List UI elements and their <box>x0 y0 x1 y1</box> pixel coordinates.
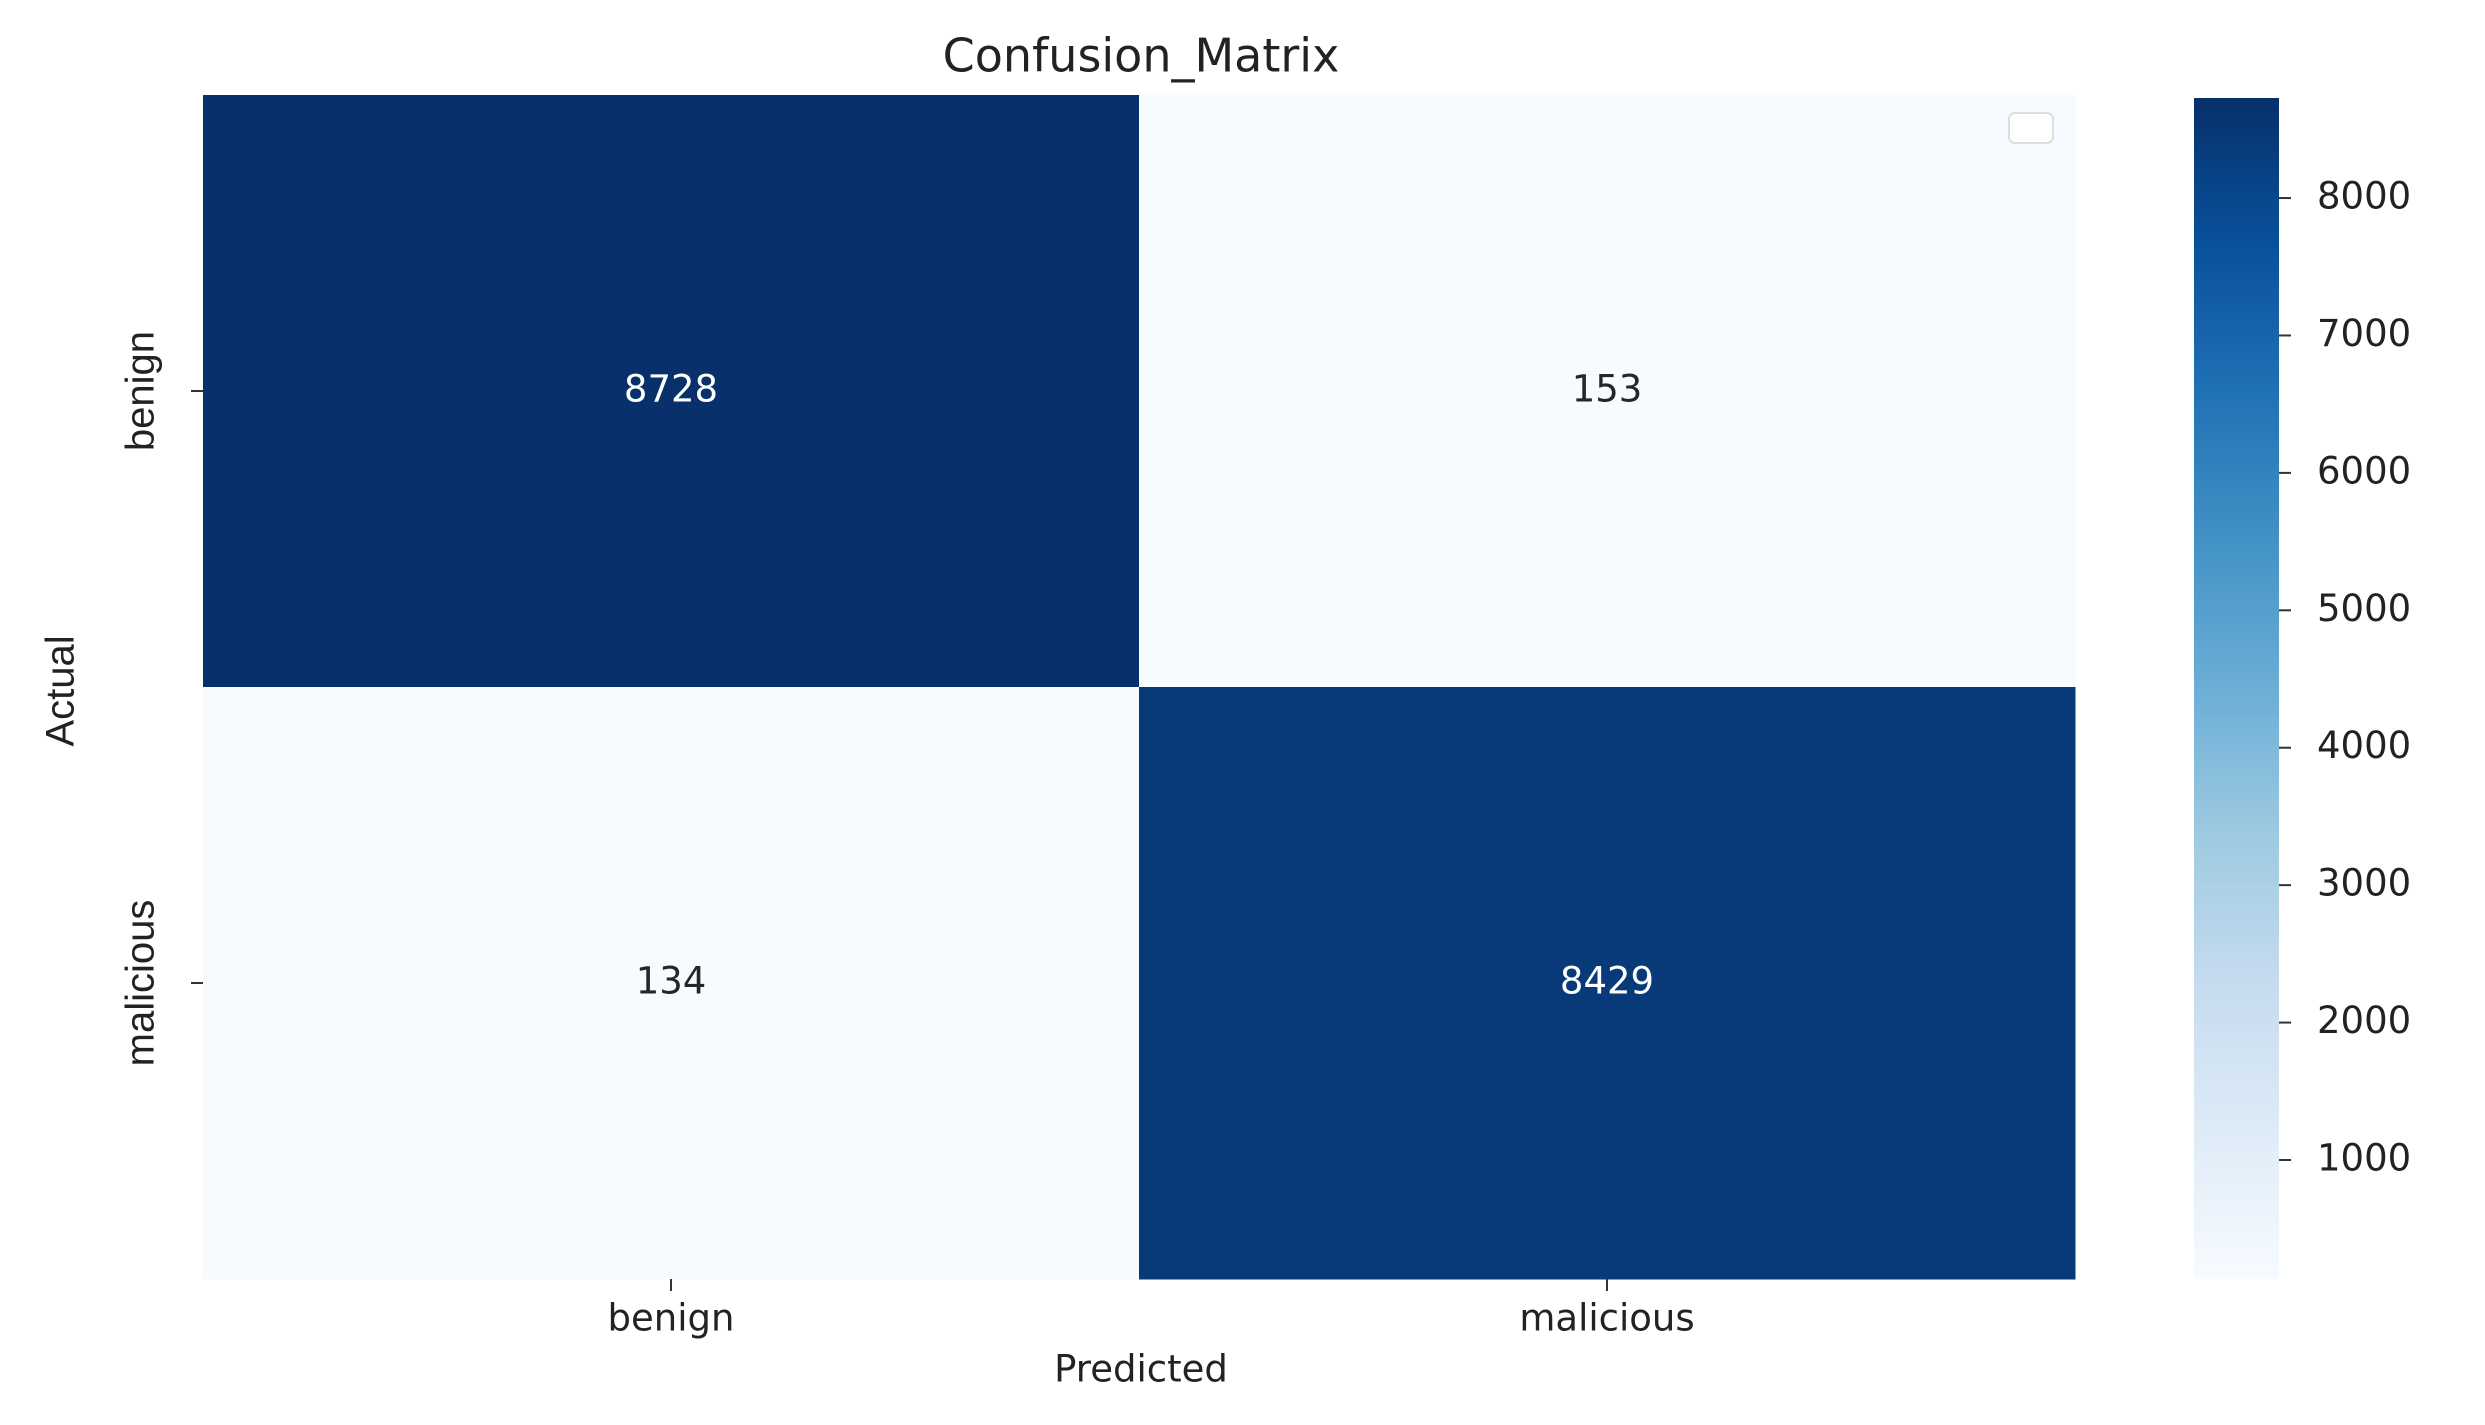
y-tick-label: malicious <box>119 900 163 1067</box>
colorbar-tick-label: 6000 <box>2317 449 2411 492</box>
cell-value-label: 153 <box>1572 368 1643 411</box>
x-tick-label: malicious <box>1519 1297 1694 1340</box>
y-tick-label: benign <box>119 331 163 451</box>
colorbar <box>2194 98 2279 1279</box>
heatmap-cell <box>203 95 1140 688</box>
heatmap-cell <box>1139 687 2076 1280</box>
chart-title: Confusion_Matrix <box>943 29 1340 83</box>
heatmap-cell <box>203 687 1140 1280</box>
cell-value-label: 8728 <box>624 368 718 411</box>
x-tick-label: benign <box>608 1297 735 1340</box>
legend-box <box>2008 112 2054 144</box>
colorbar-tick-label: 1000 <box>2317 1136 2411 1179</box>
x-axis-label: Predicted <box>1054 1348 1228 1391</box>
cell-value-label: 8429 <box>1560 960 1654 1003</box>
cell-value-label: 134 <box>636 960 707 1003</box>
colorbar-tick-label: 2000 <box>2317 999 2411 1042</box>
heatmap-cell <box>1139 95 2076 688</box>
colorbar-tick-label: 3000 <box>2317 862 2411 905</box>
colorbar-tick-label: 5000 <box>2317 587 2411 630</box>
y-axis-label: Actual <box>39 635 83 746</box>
colorbar-tick-label: 7000 <box>2317 312 2411 355</box>
colorbar-tick-label: 4000 <box>2317 724 2411 767</box>
colorbar-tick-label: 8000 <box>2317 175 2411 218</box>
